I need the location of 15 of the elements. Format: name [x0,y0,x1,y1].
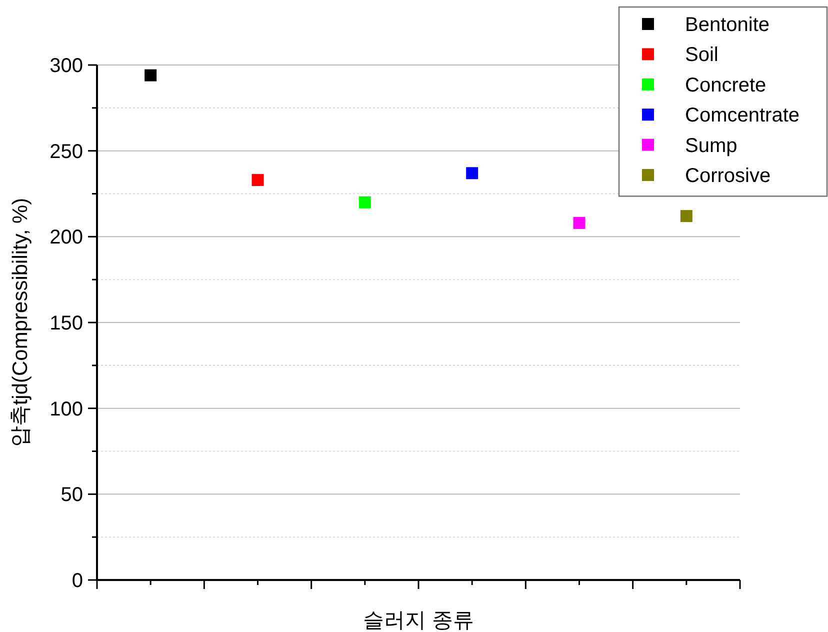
x-axis-title: 슬러지 종류 [363,609,474,632]
y-tick-label: 50 [60,484,83,506]
y-tick-label: 0 [72,570,83,592]
y-axis-title: 압축tjd(Compressibility, %) [9,198,32,448]
legend-label: Comcentrate [685,104,800,127]
y-tick-label: 300 [50,55,83,77]
legend-label: Concrete [685,74,766,96]
legend-label: Corrosive [685,165,771,187]
legend-label: Sump [685,134,738,157]
y-tick-label: 200 [50,226,83,249]
legend-label: Bentonite [685,14,770,36]
legend-label: Soil [685,44,718,66]
y-tick-label: 100 [50,398,83,420]
y-tick-label: 150 [50,312,83,334]
y-tick-label: 250 [50,140,83,163]
